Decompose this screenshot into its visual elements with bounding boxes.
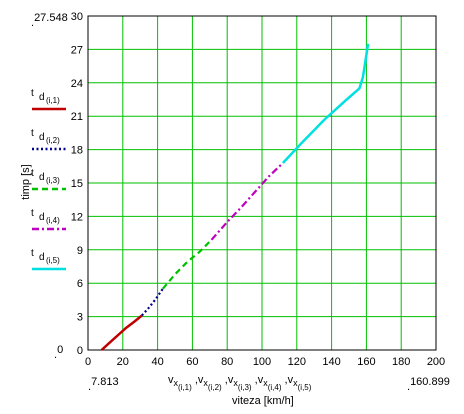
- legend-label-index: (i,5): [46, 256, 60, 265]
- tick-labels: 0 20 40 60 80 100 120 140 160 180 200 0 3 6 9 12 15 18 21 2…: [71, 11, 445, 368]
- legend-label-base: t: [31, 208, 34, 219]
- legend-label-index: (i,4): [46, 216, 60, 225]
- legend-label-base: t: [31, 168, 34, 179]
- series-line-5: [281, 43, 370, 164]
- y-tick-label: 18: [71, 145, 83, 157]
- x-series-term: vx(i,4) ,: [257, 374, 288, 392]
- plot-area-frame: [87, 15, 437, 351]
- x-tick-label: 20: [117, 356, 129, 368]
- x-tick-label: 160: [357, 356, 375, 368]
- y-tick-label: 21: [71, 111, 83, 123]
- legend: t d (i,1)t d (i,2)t d (i,3)t d (i,4)t d (i,5): [31, 88, 66, 271]
- legend-label-index: (i,1): [46, 96, 60, 105]
- y-tick-label: 0: [77, 345, 83, 357]
- series-lines: [100, 43, 370, 351]
- legend-label-base: t: [31, 88, 34, 99]
- x-tick-label: 100: [253, 356, 271, 368]
- x-tick-label: 80: [221, 356, 233, 368]
- x-series-term: vx(i,5): [287, 374, 312, 392]
- x-series-expression: vx(i,1) ,vx(i,2) ,vx(i,3) ,vx(i,4) ,vx(i…: [168, 374, 312, 392]
- series-line-2: [141, 288, 164, 317]
- legend-entry-4: t d (i,4): [31, 208, 66, 231]
- y-tick-label: 3: [77, 312, 83, 324]
- y-tick-label: 24: [71, 78, 83, 90]
- legend-label-base: t: [31, 248, 34, 259]
- x-tick-label: 140: [322, 356, 340, 368]
- x-axis-label: viteza [km/h]: [232, 395, 294, 407]
- y-tick-label: 30: [71, 11, 83, 23]
- y-axis-label: timp [s]: [20, 164, 32, 200]
- x-tick-label: 120: [288, 356, 306, 368]
- x-min-label: .7.813: [88, 376, 119, 393]
- y-tick-label: 15: [71, 178, 83, 190]
- x-max-label: .160.899: [407, 376, 450, 393]
- y-tick-label: 27: [71, 44, 83, 56]
- legend-entry-5: t d (i,5): [31, 248, 66, 271]
- legend-entry-2: t d (i,2): [31, 128, 66, 151]
- legend-entry-1: t d (i,1): [31, 88, 66, 111]
- legend-label-base: t: [31, 128, 34, 139]
- y-tick-label: 6: [77, 278, 83, 290]
- legend-label-sub: d: [39, 212, 45, 223]
- legend-label-sub: d: [39, 92, 45, 103]
- x-tick-label: 180: [392, 356, 410, 368]
- y-max-label: .27.548: [31, 12, 68, 29]
- legend-label-sub: d: [39, 132, 45, 143]
- x-series-term: vx(i,1) ,: [168, 374, 198, 392]
- y-min-label: .0: [54, 344, 64, 361]
- x-series-term: vx(i,2) ,: [197, 374, 228, 392]
- series-line-4: [210, 162, 284, 241]
- y-tick-label: 9: [77, 245, 83, 257]
- legend-entry-3: t d (i,3): [31, 168, 66, 191]
- x-tick-label: 60: [186, 356, 198, 368]
- x-tick-label: 0: [85, 356, 91, 368]
- series-line-3: [161, 239, 213, 290]
- x-tick-label: 40: [151, 356, 163, 368]
- x-tick-label: 200: [427, 356, 445, 368]
- legend-label-index: (i,3): [46, 176, 60, 185]
- legend-label-sub: d: [39, 172, 45, 183]
- legend-label-index: (i,2): [46, 136, 60, 145]
- series-line-1: [100, 314, 143, 351]
- legend-label-sub: d: [39, 252, 45, 263]
- y-tick-label: 12: [71, 211, 83, 223]
- x-series-term: vx(i,3) ,: [227, 374, 258, 392]
